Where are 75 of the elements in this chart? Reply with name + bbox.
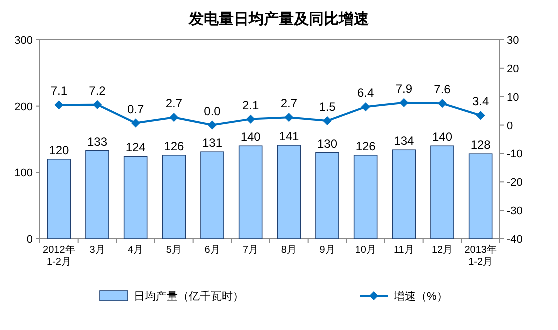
- bar: [468, 154, 493, 240]
- x-tick-label: 5月: [166, 245, 182, 256]
- data-label: 1.5: [319, 100, 336, 114]
- bar: [162, 155, 186, 240]
- bar: [277, 145, 302, 240]
- data-label: 124: [126, 140, 146, 155]
- data-label: 2.7: [166, 96, 183, 111]
- x-tick-label: 11月: [394, 245, 414, 256]
- x-tick-label: 2012年 1-2月: [43, 244, 76, 268]
- chart-title: 发电量日均产量及同比增速: [188, 11, 370, 28]
- point: [54, 100, 64, 110]
- data-label: 130: [317, 136, 338, 151]
- point: [284, 113, 294, 122]
- data-label: 134: [394, 134, 414, 148]
- bar: [316, 152, 340, 240]
- y2-tick-label: -30: [507, 206, 523, 218]
- point: [476, 111, 486, 120]
- x-tick-label: 12月: [432, 245, 454, 256]
- x-tick-label: 2013年 1-2月: [464, 244, 497, 268]
- x-tick-label: 10月: [355, 245, 376, 256]
- point: [400, 98, 409, 108]
- bar: [392, 150, 416, 240]
- data-label: 140: [432, 130, 453, 144]
- y2-tick-label: -10: [507, 148, 523, 161]
- data-label: 126: [164, 139, 184, 154]
- bar: [86, 150, 110, 240]
- y-tick-label: 300: [14, 35, 33, 47]
- point: [93, 100, 102, 110]
- bar: [200, 152, 224, 240]
- data-label: 7.9: [396, 82, 413, 96]
- x-tick-label: 9月: [320, 245, 336, 256]
- point: [208, 120, 217, 130]
- point: [170, 113, 179, 122]
- x-tick-label: 7月: [243, 245, 259, 256]
- y2-tick-label: -20: [507, 177, 523, 190]
- data-label: 126: [356, 139, 376, 154]
- x-tick-label: 3月: [90, 245, 106, 256]
- data-label: 128: [470, 138, 492, 152]
- y-tick-label: 0: [26, 234, 33, 246]
- y2-tick-label: 0: [507, 120, 514, 132]
- data-label: 131: [202, 136, 223, 150]
- data-label: 7.1: [50, 84, 68, 98]
- bar: [354, 155, 378, 240]
- data-label: 0.0: [204, 104, 222, 118]
- data-label: 2.1: [242, 98, 260, 112]
- point: [361, 102, 370, 112]
- y-tick-label: 200: [14, 101, 33, 114]
- point: [246, 114, 256, 124]
- data-label: 3.4: [472, 94, 490, 109]
- data-label: 141: [279, 129, 300, 144]
- legend-label: 日均产量（亿千瓦时）: [134, 290, 244, 303]
- point: [323, 116, 332, 126]
- data-label: 2.7: [280, 96, 298, 111]
- x-tick-label: 6月: [204, 245, 220, 256]
- data-label: 7.6: [434, 82, 452, 97]
- data-label: 133: [87, 134, 108, 149]
- data-label: 140: [240, 130, 262, 144]
- point: [131, 118, 140, 128]
- data-label: 0.7: [127, 102, 144, 116]
- data-label: 7.2: [89, 84, 106, 98]
- x-tick-label: 4月: [128, 245, 144, 256]
- y-tick-label: 100: [14, 168, 33, 180]
- bar: [430, 146, 454, 240]
- legend-label: 增速（%）: [393, 290, 448, 303]
- data-label: 120: [49, 143, 70, 158]
- y2-tick-label: -40: [507, 234, 523, 246]
- point: [438, 99, 447, 108]
- y2-tick-label: 20: [507, 63, 520, 76]
- bar: [47, 159, 72, 240]
- x-tick-label: 8月: [281, 245, 297, 256]
- data-label: 6.4: [357, 86, 374, 100]
- bar: [238, 146, 263, 240]
- y2-tick-label: 30: [507, 35, 520, 47]
- y2-tick-label: 10: [507, 92, 520, 104]
- bar: [124, 156, 148, 240]
